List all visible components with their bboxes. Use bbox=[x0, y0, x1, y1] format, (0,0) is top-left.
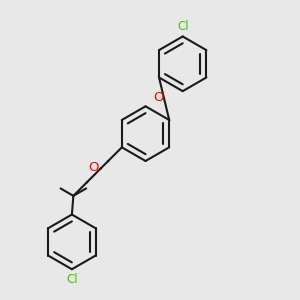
Text: O: O bbox=[154, 91, 164, 104]
Text: Cl: Cl bbox=[66, 273, 78, 286]
Text: Cl: Cl bbox=[177, 20, 188, 33]
Text: O: O bbox=[88, 160, 98, 173]
